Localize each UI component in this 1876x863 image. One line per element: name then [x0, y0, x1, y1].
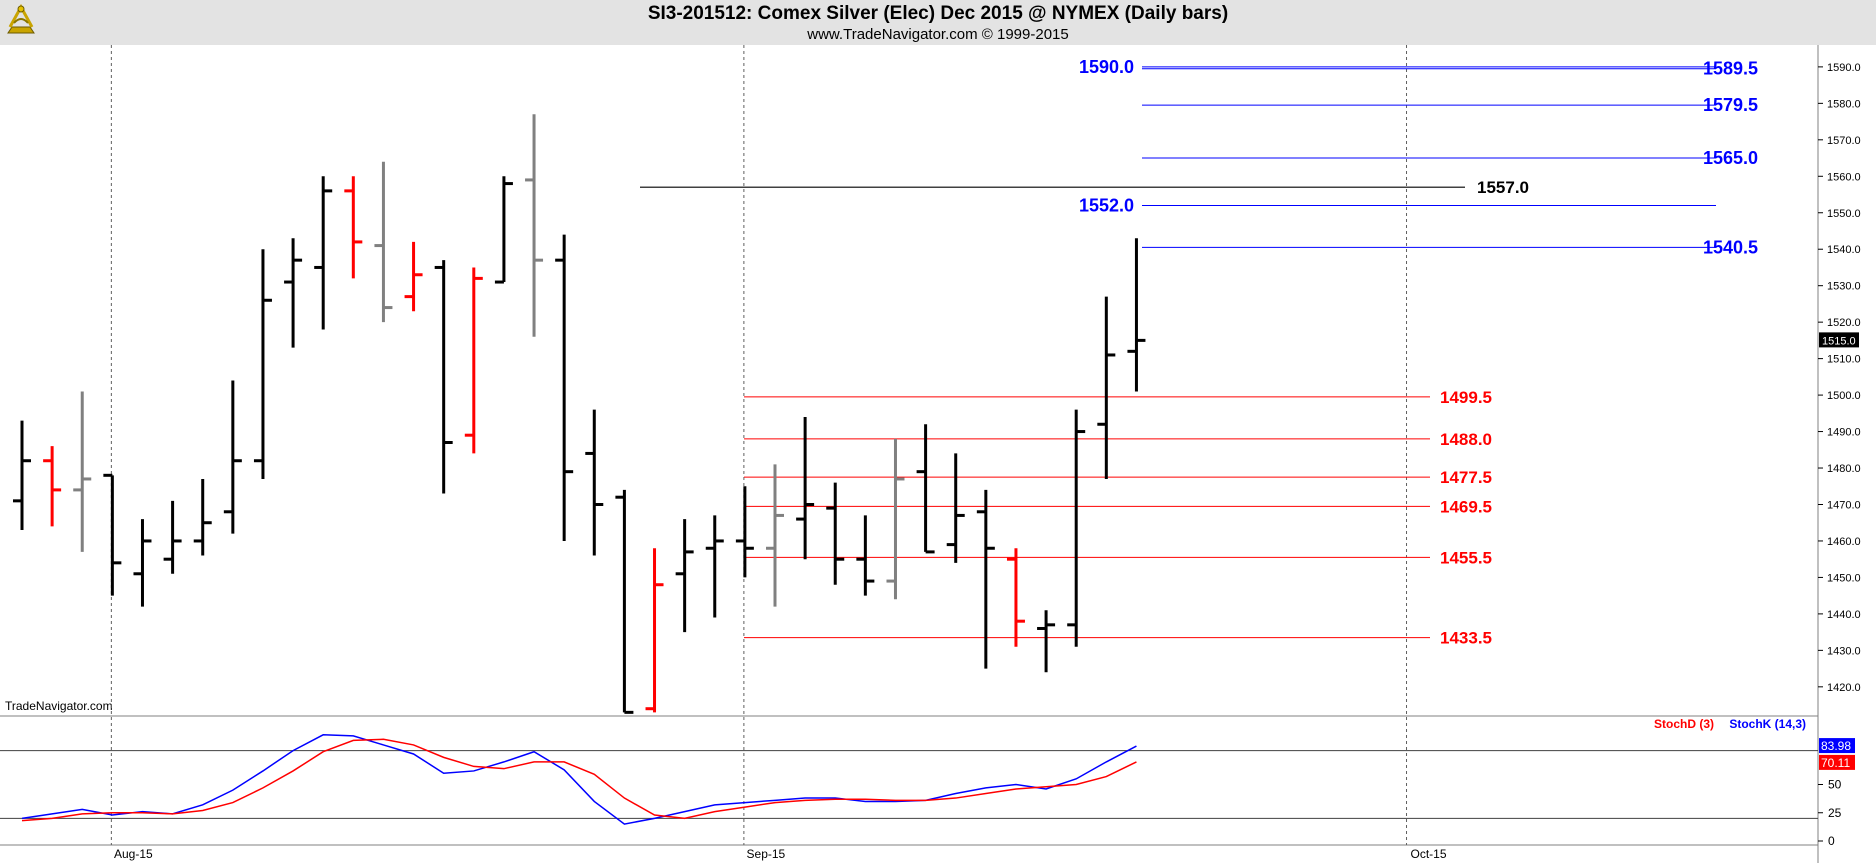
ohlc-bar [525, 114, 544, 337]
support-label: 1499.5 [1440, 388, 1492, 407]
last-price-tag [1819, 332, 1859, 348]
chart-title: SI3-201512: Comex Silver (Elec) Dec 2015… [647, 3, 1229, 24]
ohlc-bar [705, 515, 724, 618]
ohlc-bar [946, 453, 965, 563]
x-tick-label: Sep-15 [747, 847, 786, 861]
ohlc-bar [253, 249, 272, 479]
stoch-y-tick-label: 0 [1828, 834, 1835, 848]
ohlc-bar [133, 519, 152, 607]
ohlc-bar [404, 241, 423, 312]
ohlc-bar [223, 380, 242, 534]
stochk-value-label: 83.98 [1821, 739, 1851, 753]
ohlc-bar [1067, 409, 1086, 647]
ohlc-bar [1006, 548, 1025, 647]
y-tick-label: 1540.0 [1827, 244, 1861, 256]
ohlc-bar [314, 176, 333, 330]
y-tick-label: 1450.0 [1827, 572, 1861, 584]
support-label: 1477.5 [1440, 468, 1492, 487]
ohlc-bar [796, 416, 815, 560]
ohlc-bar [344, 176, 363, 279]
resistance-side-label: 1590.0 [1079, 57, 1134, 77]
price-bars [13, 114, 1146, 714]
price-axis: 1420.0 1430.0 1440.0 1450.0 1460.0 1470.0 1480… [1818, 62, 1861, 694]
resistance-label: 1579.5 [1703, 95, 1758, 115]
ohlc-bar [886, 438, 905, 600]
y-tick-label: 1530.0 [1827, 281, 1861, 293]
y-tick-label: 1420.0 [1827, 682, 1861, 694]
chart-subtitle: www.TradeNavigator.com © 1999-2015 [807, 26, 1069, 43]
stochastic-panel: 0 25 50 83.98 70.11 StochD (3) StochK (14,3) [0, 717, 1855, 848]
level-lines: 1589.5 1579.5 1565.0 1540.5 1552.0 1590.0 1557… [640, 57, 1758, 648]
sextant-logo-icon [7, 3, 35, 34]
y-tick-label: 1470.0 [1827, 499, 1861, 511]
stochd-value-label: 70.11 [1821, 756, 1850, 770]
y-tick-label: 1460.0 [1827, 536, 1861, 548]
y-tick-label: 1570.0 [1827, 135, 1861, 147]
ohlc-bar [193, 478, 212, 556]
ohlc-bar [585, 409, 604, 556]
stoch-series-line [21, 738, 1137, 822]
y-tick-label: 1590.0 [1827, 62, 1861, 74]
stochk-value-tag [1819, 738, 1855, 754]
support-label: 1433.5 [1440, 629, 1492, 648]
ohlc-bar [284, 238, 303, 348]
ohlc-bar [916, 424, 935, 554]
watermark: TradeNavigator.com [5, 699, 113, 713]
chart-header [0, 0, 1876, 45]
ohlc-bar [103, 473, 122, 596]
y-tick-label: 1560.0 [1827, 171, 1861, 183]
resistance-side-label: 1552.0 [1079, 195, 1134, 215]
x-tick-label: Aug-15 [114, 847, 153, 861]
ohlc-bar [976, 489, 995, 669]
ohlc-bar [675, 519, 694, 633]
ohlc-bar [1097, 296, 1116, 479]
ohlc-bar [826, 482, 845, 585]
y-tick-label: 1430.0 [1827, 645, 1861, 657]
ohlc-bar [494, 176, 513, 284]
stoch-y-tick-label: 50 [1828, 778, 1842, 792]
y-tick-label: 1580.0 [1827, 98, 1861, 110]
ohlc-bar [766, 464, 784, 607]
ohlc-bar [1037, 610, 1056, 673]
y-tick-label: 1550.0 [1827, 208, 1861, 220]
ohlc-bar [464, 267, 483, 454]
y-tick-label: 1510.0 [1827, 354, 1861, 366]
reference-label: 1557.0 [1477, 178, 1529, 197]
y-tick-label: 1490.0 [1827, 427, 1861, 439]
legend-stochk: StochK (14,3) [1729, 717, 1806, 731]
resistance-label: 1540.5 [1703, 237, 1758, 257]
ohlc-bar [615, 489, 634, 714]
ohlc-bar [434, 260, 453, 494]
grid-layer [0, 45, 1819, 863]
last-price-label: 1515.0 [1822, 335, 1856, 347]
ohlc-bar [856, 515, 875, 596]
legend-stochd: StochD (3) [1654, 717, 1714, 731]
ohlc-bar [555, 234, 574, 541]
resistance-label: 1565.0 [1703, 148, 1758, 168]
y-tick-label: 1480.0 [1827, 463, 1861, 475]
date-axis: Aug-15 Sep-15 Oct-15 [114, 847, 1447, 861]
y-tick-label: 1440.0 [1827, 609, 1861, 621]
ohlc-bar [73, 391, 92, 552]
y-tick-label: 1520.0 [1827, 317, 1861, 329]
support-label: 1455.5 [1440, 548, 1492, 567]
ohlc-bar [163, 500, 182, 574]
resistance-label: 1589.5 [1703, 59, 1758, 79]
ohlc-bar [43, 446, 62, 527]
ohlc-bar [1127, 238, 1146, 392]
stoch-series-line [21, 734, 1137, 825]
ohlc-bar [645, 548, 664, 713]
support-label: 1469.5 [1440, 497, 1492, 516]
ohlc-bar [735, 486, 754, 578]
ohlc-bar [13, 420, 31, 531]
ohlc-bar [374, 161, 393, 323]
x-tick-label: Oct-15 [1411, 847, 1447, 861]
stochd-value-tag [1819, 754, 1855, 770]
support-label: 1488.0 [1440, 430, 1492, 449]
stoch-y-tick-label: 25 [1828, 806, 1842, 820]
y-tick-label: 1500.0 [1827, 390, 1861, 402]
